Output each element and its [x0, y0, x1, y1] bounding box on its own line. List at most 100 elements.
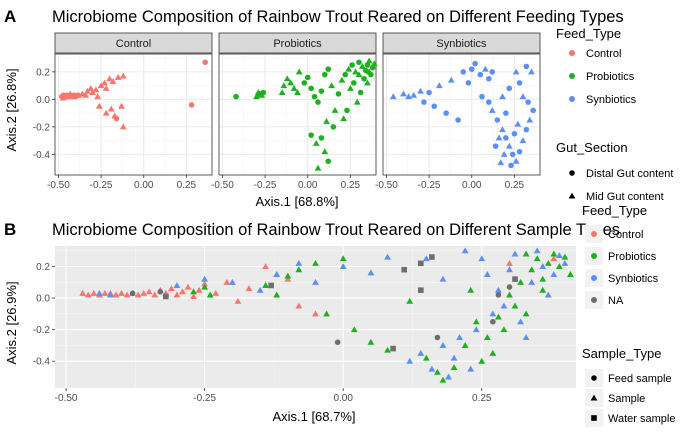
data-point [523, 63, 530, 70]
data-point [118, 102, 125, 109]
data-point [349, 62, 355, 68]
data-point [530, 107, 536, 114]
data-point [338, 76, 346, 83]
data-point [477, 71, 484, 78]
data-point [228, 278, 236, 285]
data-point [323, 117, 330, 124]
data-point [201, 280, 209, 287]
data-point [325, 66, 332, 72]
data-point [350, 326, 358, 333]
data-point [465, 80, 472, 86]
data-point [179, 288, 186, 295]
data-point [113, 115, 120, 122]
data-point [503, 135, 509, 141]
legend-entry: Water sample [585, 409, 675, 427]
data-point [90, 289, 98, 296]
legend-dot [569, 73, 575, 79]
data-point [295, 266, 303, 273]
data-point [339, 263, 347, 270]
data-point [245, 285, 253, 292]
facet-strip [54, 32, 213, 54]
data-point [422, 354, 430, 361]
panel-a-title: Microbiome Composition of Rainbow Trout … [52, 8, 624, 26]
data-point [528, 68, 535, 75]
data-point [79, 289, 87, 296]
data-point [353, 98, 361, 105]
data-point [509, 151, 516, 158]
data-point [439, 376, 447, 383]
data-point [295, 302, 303, 309]
data-point [443, 110, 449, 116]
data-point [519, 93, 527, 100]
y-tick-label: -0.4 [33, 357, 51, 368]
x-tick-label: 0.00 [298, 180, 318, 191]
panel-b-color-legend: Feed_Type Control Probiotics Synbiotics NA [582, 203, 659, 309]
data-point [550, 250, 558, 257]
data-point [312, 278, 319, 285]
data-point [190, 293, 197, 300]
data-point [389, 93, 397, 100]
data-point [486, 99, 492, 105]
data-point [284, 275, 292, 282]
data-point [528, 266, 536, 273]
legend-label: Probiotics [608, 251, 657, 263]
legend-entry: Control [569, 48, 621, 60]
data-point [488, 106, 496, 113]
data-point [321, 148, 329, 155]
data-point [486, 75, 492, 82]
data-point [233, 93, 239, 100]
legend-label: Feed sample [608, 373, 672, 385]
data-point [95, 289, 103, 296]
data-point [335, 91, 342, 97]
x-tick-label: -0.25 [418, 180, 441, 191]
data-point [431, 103, 437, 110]
x-tick-label: 0.25 [472, 393, 492, 404]
data-point [60, 94, 67, 101]
data-point [301, 80, 308, 86]
data-point [472, 326, 480, 333]
panel-border [382, 53, 541, 176]
legend-entry: Feed sample [585, 369, 672, 387]
data-point [101, 289, 109, 296]
data-point [328, 82, 336, 89]
data-point [70, 93, 78, 100]
x-tick-label: 0.25 [341, 180, 361, 191]
legend-label: Control [586, 48, 621, 60]
data-point [499, 93, 506, 100]
data-point [401, 266, 407, 273]
panel-a-shape-legend-title: Gut_Section [556, 140, 628, 155]
data-point [340, 115, 347, 122]
data-point [512, 68, 520, 75]
panel-b-ylabel: Axis.2 [26.9%] [4, 281, 19, 364]
panel-b-title: Microbiome Composition of Rainbow Trout … [52, 221, 620, 239]
data-point [97, 82, 105, 89]
y-tick-label: -0.2 [33, 325, 51, 336]
data-point [129, 290, 136, 297]
data-point [550, 255, 558, 262]
data-point [342, 71, 349, 78]
data-point [489, 310, 497, 317]
data-point [478, 357, 486, 364]
legend-entry: Distal Gut content [569, 168, 673, 180]
data-point [472, 318, 480, 325]
data-point [505, 142, 513, 149]
data-point [528, 278, 536, 285]
data-point [522, 334, 530, 341]
data-point [447, 76, 455, 83]
data-point [151, 291, 159, 298]
data-point [434, 334, 441, 341]
legend-entry: Probiotics [569, 71, 635, 83]
data-point [516, 80, 523, 86]
legend-shape [590, 394, 598, 401]
y-tick-label: 0.2 [36, 262, 50, 273]
data-point [539, 263, 547, 270]
x-tick-label: 0.00 [333, 393, 353, 404]
data-point [119, 123, 127, 130]
data-point [94, 93, 102, 100]
data-point [109, 78, 117, 85]
legend-label: Mid Gut content [586, 191, 664, 203]
data-point [315, 99, 321, 105]
data-point [102, 84, 110, 91]
x-tick-label: 0.25 [505, 180, 525, 191]
facet-strip-label: Control [116, 38, 151, 50]
